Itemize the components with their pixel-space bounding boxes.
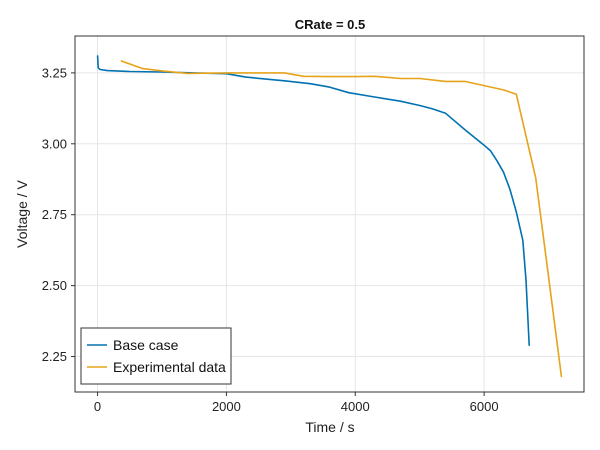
x-axis-title: Time / s <box>305 419 354 435</box>
y-axis-title: Voltage / V <box>14 179 30 247</box>
legend-label: Base case <box>113 337 179 353</box>
x-tick-label: 2000 <box>212 399 241 414</box>
x-tick-label: 4000 <box>341 399 370 414</box>
series-lines <box>96 55 563 378</box>
y-tick-label: 2.50 <box>42 278 67 293</box>
legend: Base case Experimental data <box>80 327 232 385</box>
plot-frame <box>74 35 585 393</box>
series-line-base-case <box>96 55 531 347</box>
chart-title: CRate = 0.5 <box>295 17 365 32</box>
legend-label: Experimental data <box>113 359 226 375</box>
axis-ticks: 0 2000 4000 6000 2.25 2.50 2.75 3.00 3.25 <box>42 65 499 414</box>
y-tick-label: 3.00 <box>42 136 67 151</box>
x-tick-label: 6000 <box>470 399 499 414</box>
y-tick-label: 2.75 <box>42 207 67 222</box>
legend-box <box>80 327 232 385</box>
series-line-experimental-data <box>120 60 563 378</box>
y-tick-label: 2.25 <box>42 349 67 364</box>
x-tick-label: 0 <box>94 399 101 414</box>
y-tick-label: 3.25 <box>42 65 67 80</box>
